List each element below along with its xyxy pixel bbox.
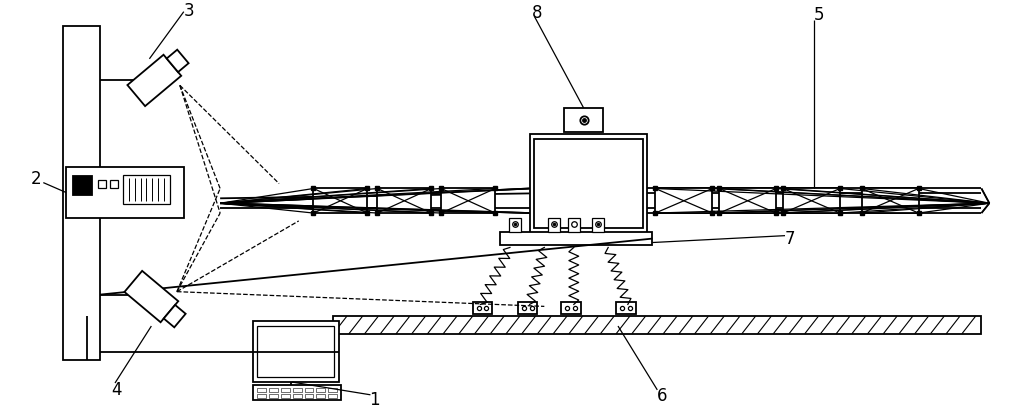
Bar [257, 394, 266, 398]
Bar [473, 303, 492, 315]
Text: 2: 2 [31, 169, 42, 187]
Bar [293, 388, 302, 392]
Bar [110, 180, 118, 188]
Bar [252, 321, 339, 382]
Bar [281, 394, 290, 398]
Polygon shape [125, 271, 178, 322]
Bar [616, 303, 636, 315]
Text: 3: 3 [183, 2, 194, 20]
Text: 5: 5 [814, 6, 825, 24]
Bar [500, 232, 652, 246]
Bar [509, 218, 521, 232]
Bar [328, 394, 337, 398]
Bar [655, 189, 712, 213]
Bar [530, 135, 647, 233]
Polygon shape [167, 51, 188, 73]
Bar [518, 303, 538, 315]
Text: 8: 8 [532, 4, 543, 22]
Bar [252, 385, 341, 400]
Bar [313, 189, 368, 213]
Bar [73, 176, 92, 196]
Bar [561, 303, 580, 315]
Polygon shape [164, 305, 185, 328]
Bar [783, 189, 840, 213]
Bar [568, 218, 579, 232]
Bar [269, 394, 279, 398]
Text: 4: 4 [111, 380, 123, 398]
Bar [98, 180, 106, 188]
Bar [442, 189, 495, 213]
Text: 1: 1 [369, 390, 380, 408]
Bar [564, 109, 604, 132]
Bar [269, 388, 279, 392]
Text: 6: 6 [657, 386, 668, 404]
Bar [316, 388, 325, 392]
Bar [281, 388, 290, 392]
Text: 7: 7 [785, 229, 795, 247]
Bar [548, 218, 560, 232]
Bar [377, 189, 432, 213]
Bar [257, 388, 266, 392]
Bar [719, 189, 776, 213]
Bar [123, 175, 170, 205]
Bar [333, 317, 982, 334]
Bar [328, 388, 337, 392]
Bar [862, 189, 919, 213]
Bar [293, 394, 302, 398]
Bar [257, 326, 334, 377]
Bar [305, 388, 313, 392]
Bar [66, 167, 183, 218]
Polygon shape [128, 56, 181, 107]
Bar [305, 394, 313, 398]
Bar [593, 218, 604, 232]
Bar [63, 27, 100, 360]
Bar [316, 394, 325, 398]
Bar [535, 140, 642, 228]
